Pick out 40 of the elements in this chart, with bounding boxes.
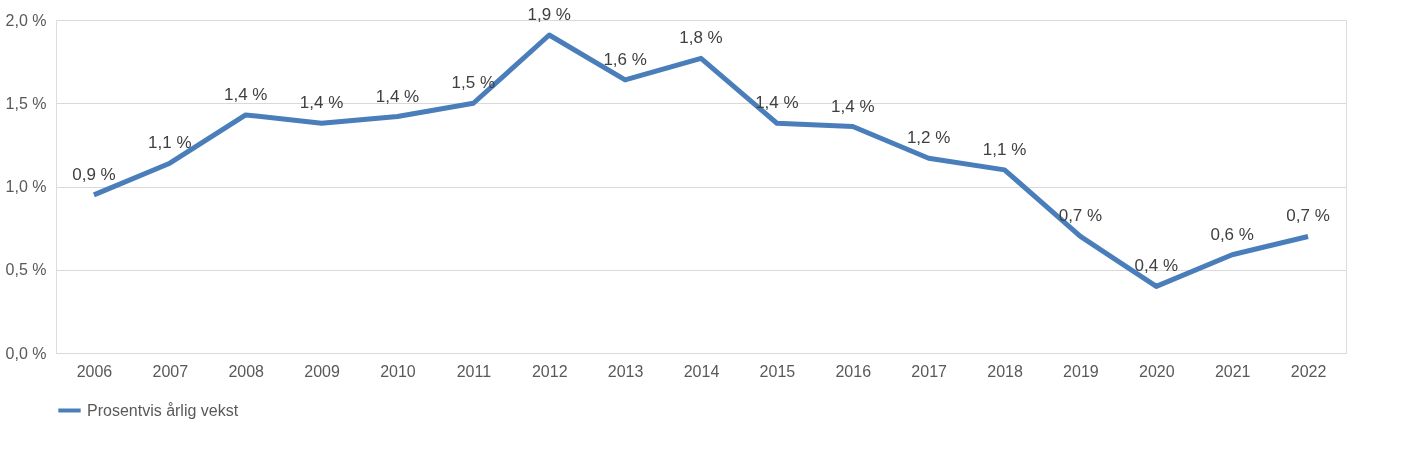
y-tick-label: 1,0 % [5, 178, 47, 195]
data-label: 1,4 % [831, 96, 875, 116]
y-tick-label: 0,0 % [5, 344, 47, 362]
data-label: 1,4 % [755, 93, 799, 113]
x-tick-label: 2010 [380, 362, 416, 380]
x-tick-label: 2006 [76, 362, 113, 380]
x-tick-label: 2009 [304, 362, 340, 380]
data-label: 0,9 % [72, 164, 116, 184]
data-label: 0,7 % [1058, 206, 1103, 226]
x-tick-label: 2016 [835, 362, 872, 380]
data-label: 1,9 % [527, 4, 571, 24]
x-tick-label: 2017 [911, 362, 948, 380]
data-label: 1,4 % [299, 93, 344, 113]
y-tick-label: 2,0 % [5, 11, 47, 29]
data-label: 1,4 % [223, 84, 268, 104]
data-label: 1,6 % [603, 49, 647, 69]
x-tick-label: 2014 [683, 362, 720, 380]
x-tick-label: 2018 [987, 362, 1023, 380]
data-label: 1,1 % [148, 133, 192, 153]
y-tick-label: 0,5 % [5, 261, 47, 279]
data-label: 1,5 % [451, 73, 496, 93]
y-tick-label: 1,5 % [5, 94, 47, 112]
x-tick-label: 2012 [531, 362, 568, 380]
data-label: 1,2 % [906, 128, 951, 148]
data-label: 0,6 % [1210, 224, 1254, 244]
x-tick-label: 2007 [152, 362, 189, 380]
x-tick-label: 2021 [1214, 362, 1251, 380]
x-tick-label: 2011 [456, 362, 492, 380]
data-label: 1,1 % [982, 139, 1027, 159]
x-tick-label: 2008 [228, 362, 265, 380]
data-label: 1,8 % [679, 28, 723, 48]
x-tick-label: 2013 [607, 362, 644, 380]
x-tick-label: 2022 [1290, 362, 1327, 380]
data-label: 1,4 % [375, 86, 420, 106]
legend-label: Prosentvis årlig vekst [87, 401, 239, 419]
data-label: 0,4 % [1134, 256, 1179, 276]
data-label: 0,7 % [1286, 206, 1330, 226]
x-tick-label: 2019 [1063, 362, 1099, 380]
x-tick-label: 2015 [759, 362, 796, 380]
x-tick-label: 2020 [1139, 362, 1175, 380]
